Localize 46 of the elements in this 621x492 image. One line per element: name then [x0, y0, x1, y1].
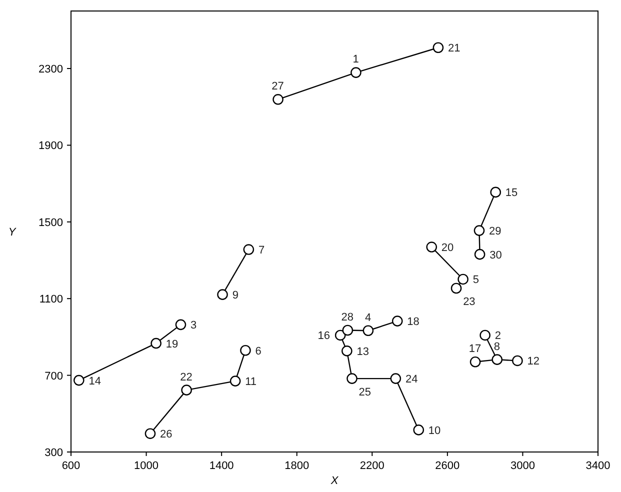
annotation: 17	[468, 343, 482, 356]
annotation: 1	[352, 54, 359, 66]
x-tick-label: 1000	[134, 460, 159, 472]
y-tick-label: 1900	[38, 140, 63, 152]
annotation: 16	[318, 330, 330, 342]
annotation: 9	[232, 290, 238, 302]
annotation: 27	[272, 80, 284, 93]
x-tick-label: 1800	[284, 460, 310, 472]
annotation: 2	[494, 330, 501, 342]
annotation: 25	[358, 386, 372, 398]
annotation: 30	[490, 249, 502, 262]
y-tick-label: 2300	[38, 64, 63, 76]
annotation: 11	[245, 376, 257, 388]
annotation: 24	[405, 374, 418, 386]
y-tick-label: 1100	[39, 294, 63, 306]
x-tick-label: 2200	[360, 460, 384, 472]
annotation: 22	[180, 371, 192, 384]
annotation: 20	[441, 242, 454, 254]
annotation: 26	[160, 428, 172, 441]
y-tick-label: 300	[44, 447, 63, 459]
x-tick-label: 1400	[209, 460, 234, 472]
annotation: 19	[166, 338, 178, 350]
y-tick-label: 700	[44, 370, 63, 382]
annotation: 13	[356, 346, 369, 358]
x-tick-label: 3000	[510, 460, 535, 472]
annotation: 5	[472, 274, 479, 286]
x-tick-label: 2600	[435, 460, 460, 472]
annotation: 6	[255, 345, 262, 358]
annotation: 21	[448, 42, 460, 55]
annotation: 4	[365, 312, 372, 324]
annotation: 10	[428, 424, 441, 437]
annotation: 7	[258, 244, 265, 257]
annotation: 14	[88, 375, 101, 388]
x-tick-label: 600	[62, 460, 80, 472]
annotation: 8	[494, 340, 500, 353]
annotation: 18	[407, 316, 420, 328]
annotation: 3	[190, 320, 197, 332]
x-tick-label: 3400	[586, 460, 610, 472]
annotation: 29	[489, 226, 502, 238]
annotation: 15	[505, 187, 518, 200]
y-tick-label: 1500	[38, 216, 63, 229]
x-axis-title: X	[330, 475, 339, 487]
annotation: 12	[527, 356, 540, 368]
annotation: 28	[341, 311, 354, 324]
annotation: 23	[463, 296, 476, 308]
y-axis-title: Y	[8, 226, 16, 238]
